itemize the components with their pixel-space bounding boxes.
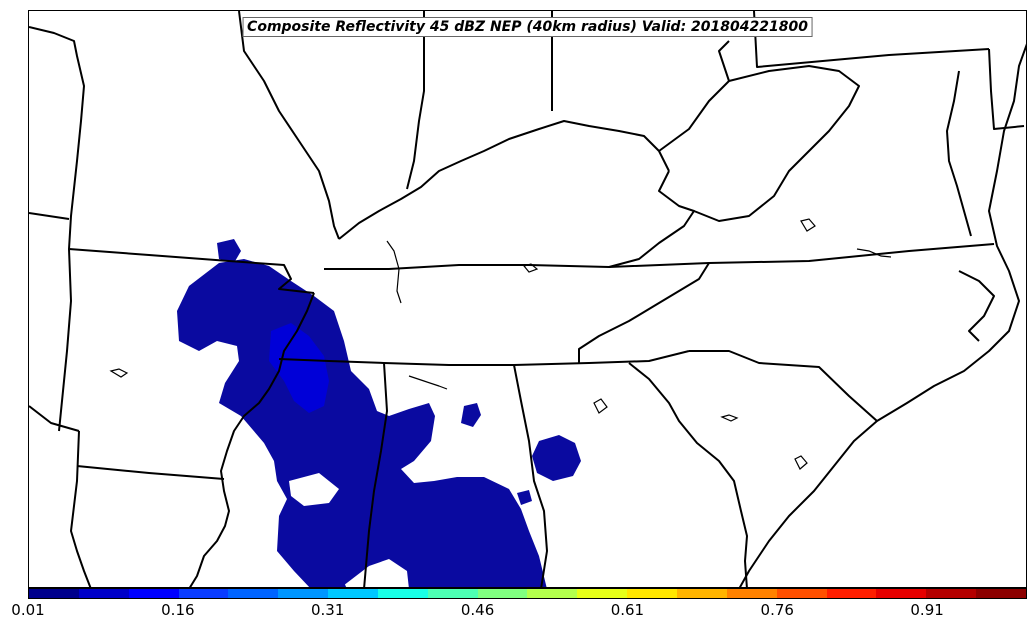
colorbar-segment: [78, 589, 129, 598]
shade-region-small-blob-1: [461, 403, 481, 427]
colorbar-segment: [328, 589, 378, 598]
boundary-tennessee-north: [324, 243, 995, 270]
colorbar-tick-label: 0.91: [910, 601, 944, 619]
boundary-kentucky-virginia: [608, 170, 695, 268]
colorbar-tick-label: 0.16: [161, 601, 195, 619]
colorbar-segment: [976, 589, 1026, 598]
lakes: [109, 218, 892, 470]
shade-region-south-blob: [311, 571, 347, 587]
boundary-pennsylvania-maryland: [753, 11, 990, 68]
colorbar-segment: [477, 589, 528, 598]
boundary-missouri-illinois: [29, 26, 85, 250]
boundary-nc-sc: [689, 350, 878, 422]
river-tennessee: [386, 240, 402, 304]
colorbar-segment: [726, 589, 777, 598]
coastline-chesapeake: [946, 70, 972, 237]
colorbar-segment: [577, 589, 628, 598]
boundary-illinois-indiana: [406, 11, 425, 190]
colorbar-segment: [228, 589, 279, 598]
colorbar-tick-labels: 0.01 0.16 0.31 0.46 0.61 0.76 0.91: [11, 599, 1027, 629]
lake-3: [720, 414, 739, 422]
colorbar-tick-label: 0.76: [760, 601, 794, 619]
boundary-arkansas-west: [58, 248, 72, 432]
shade-region-small-blob-2: [517, 490, 532, 505]
shade-region-core: [269, 323, 329, 413]
lake-6: [856, 248, 892, 258]
boundary-ohio-pennsylvania: [718, 40, 730, 82]
boundary-west-virginia: [658, 65, 860, 222]
colorbar-segment: [29, 589, 79, 598]
colorbar-segment: [178, 589, 229, 598]
boundary-illinois-mississippi-north: [238, 11, 340, 240]
colorbar-segment: [527, 589, 578, 598]
colorbar-segment: [377, 589, 428, 598]
colorbar-tick-label: 0.01: [11, 601, 45, 619]
probability-shading: [177, 239, 581, 587]
boundary-oklahoma-texas: [29, 405, 80, 432]
colorbar-segment: [926, 589, 977, 598]
boundary-georgia-south-carolina: [628, 362, 748, 587]
shade-region-east-blob: [532, 435, 581, 481]
boundary-arkansas-louisiana: [76, 465, 225, 480]
lake-5: [800, 218, 816, 232]
shade-region-northwest-blob: [217, 239, 241, 263]
coastline-atlantic: [738, 43, 1026, 587]
lake-2: [593, 398, 608, 414]
lake-4: [794, 455, 808, 470]
map-title: Composite Reflectivity 45 dBZ NEP (40km …: [242, 17, 813, 37]
colorbar-segment: [427, 589, 478, 598]
coastline-pamlico: [958, 270, 995, 342]
colorbar-segment: [826, 589, 877, 598]
map-panel: Composite Reflectivity 45 dBZ NEP (40km …: [28, 10, 1027, 588]
lake-1: [109, 368, 129, 378]
shade-region-hole: [289, 473, 339, 506]
colorbar-segment: [876, 589, 927, 598]
boundary-delmarva: [988, 48, 1025, 130]
boundary-ohio-river: [338, 120, 670, 240]
shade-region-main: [177, 259, 547, 587]
boundary-missouri-west: [29, 212, 70, 220]
map-canvas: [29, 11, 1026, 587]
state-boundaries: [29, 11, 1026, 587]
colorbar-segment: [676, 589, 727, 598]
boundary-mississippi-river: [189, 292, 315, 587]
boundary-alabama-georgia: [513, 364, 548, 587]
boundary-mississippi-alabama: [363, 362, 388, 587]
colorbar-tick-label: 0.31: [310, 601, 345, 619]
colorbar-segment: [776, 589, 827, 598]
boundary-texas-louisiana: [70, 430, 92, 587]
boundary-tennessee-nc: [578, 262, 710, 363]
colorbar: [28, 588, 1027, 599]
colorbar-tick-label: 0.46: [460, 601, 495, 619]
boundary-missouri-arkansas: [68, 248, 315, 294]
colorbar-tick-label: 0.61: [610, 601, 645, 619]
lake-guntersville: [408, 375, 448, 390]
colorbar-segment: [128, 589, 179, 598]
boundary-tennessee-south: [278, 350, 690, 366]
colorbar-segment: [627, 589, 677, 598]
colorbar-segment: [278, 589, 329, 598]
lake-7: [522, 263, 539, 273]
